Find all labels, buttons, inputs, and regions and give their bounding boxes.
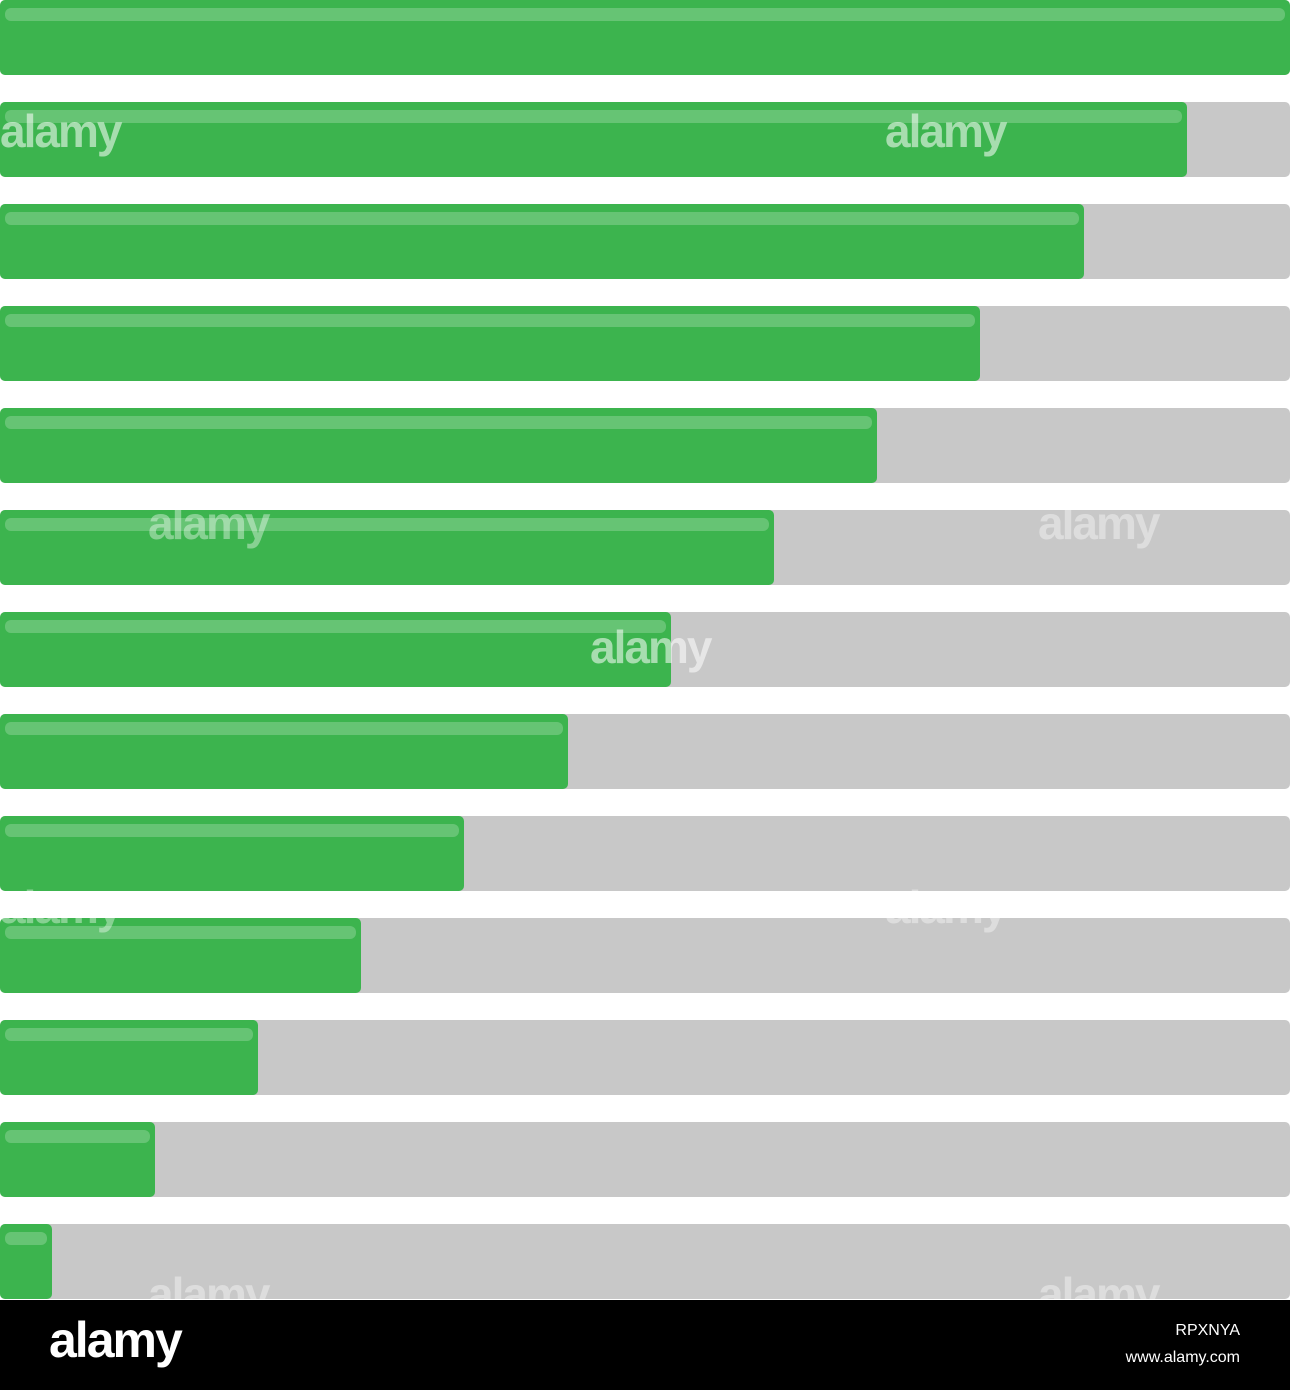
progress-bar — [0, 1224, 1290, 1299]
progress-gloss — [5, 110, 1182, 123]
progress-bar — [0, 918, 1290, 993]
progress-fill — [0, 306, 980, 381]
progress-fill — [0, 0, 1290, 75]
progress-bar — [0, 1020, 1290, 1095]
progress-fill — [0, 714, 568, 789]
progress-fill — [0, 612, 671, 687]
progress-bar — [0, 408, 1290, 483]
progress-bar — [0, 612, 1290, 687]
progress-bar — [0, 816, 1290, 891]
progress-fill — [0, 510, 774, 585]
progress-bar — [0, 204, 1290, 279]
progress-gloss — [5, 824, 459, 837]
progress-fill — [0, 204, 1084, 279]
progress-gloss — [5, 1028, 253, 1041]
progress-fill — [0, 102, 1187, 177]
progress-gloss — [5, 518, 769, 531]
footer-image-id: RPXNYA — [1175, 1322, 1240, 1339]
progress-fill — [0, 1224, 52, 1299]
footer-url: www.alamy.com — [1125, 1349, 1240, 1366]
progress-fill — [0, 816, 464, 891]
progress-gloss — [5, 1130, 150, 1143]
progress-bar-canvas — [0, 0, 1290, 1300]
progress-gloss — [5, 926, 356, 939]
progress-track — [0, 1122, 1290, 1197]
progress-fill — [0, 1020, 258, 1095]
progress-bar — [0, 306, 1290, 381]
progress-fill — [0, 918, 361, 993]
progress-bar — [0, 0, 1290, 75]
progress-bar — [0, 510, 1290, 585]
progress-bar — [0, 1122, 1290, 1197]
progress-bar — [0, 102, 1290, 177]
progress-gloss — [5, 314, 975, 327]
progress-gloss — [5, 212, 1079, 225]
footer-bar: alamy RPXNYA www.alamy.com — [0, 1300, 1290, 1390]
progress-bar — [0, 714, 1290, 789]
progress-track — [0, 1224, 1290, 1299]
progress-fill — [0, 408, 877, 483]
progress-gloss — [5, 416, 872, 429]
footer-logo: alamy — [49, 1312, 183, 1368]
progress-gloss — [5, 8, 1285, 21]
progress-gloss — [5, 722, 563, 735]
progress-fill — [0, 1122, 155, 1197]
progress-gloss — [5, 620, 666, 633]
progress-gloss — [5, 1232, 47, 1245]
